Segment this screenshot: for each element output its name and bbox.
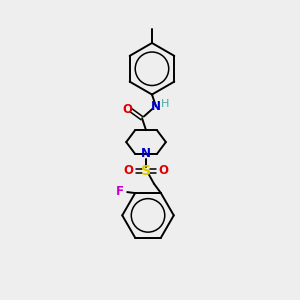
Text: S: S: [141, 164, 151, 178]
Text: O: O: [122, 103, 132, 116]
Text: F: F: [116, 184, 124, 198]
Text: H: H: [161, 99, 169, 110]
Text: O: O: [159, 164, 169, 177]
Text: N: N: [151, 100, 161, 113]
Text: N: N: [141, 148, 151, 160]
Text: O: O: [123, 164, 133, 177]
